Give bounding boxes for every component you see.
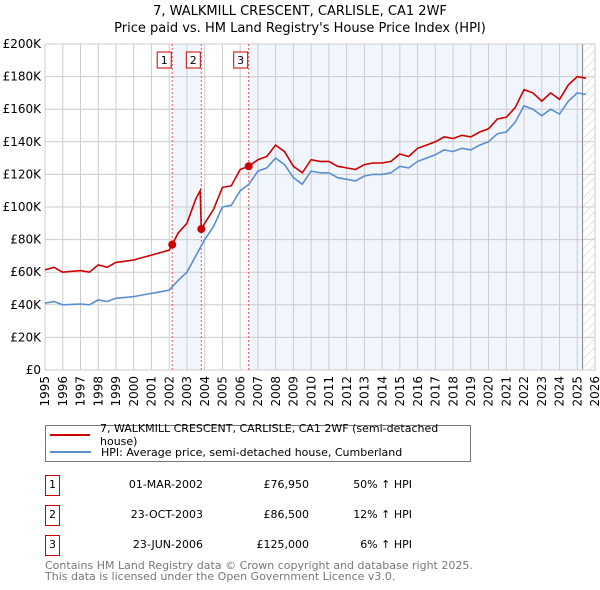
sale-label-box xyxy=(156,51,172,69)
x-tick-label: 2010 xyxy=(304,376,318,407)
x-tick-label: 2000 xyxy=(127,376,141,407)
sale-label: 1 xyxy=(161,54,168,67)
footer-licence: This data is licensed under the Open Gov… xyxy=(45,570,396,583)
sale-label-box xyxy=(233,51,249,69)
legend-item-property: 7, WALKMILL CRESCENT, CARLISLE, CA1 2WF … xyxy=(50,422,470,448)
legend: 7, WALKMILL CRESCENT, CARLISLE, CA1 2WF … xyxy=(45,422,471,462)
x-tick-label: 1998 xyxy=(91,376,105,407)
legend-label: HPI: Average price, semi-detached house,… xyxy=(101,445,403,459)
x-tick-label: 2017 xyxy=(429,376,443,407)
y-tick-label: £120K xyxy=(3,167,43,181)
x-tick-label: 2001 xyxy=(145,376,159,407)
sale-price: £125,000 xyxy=(256,538,310,551)
hpi-change: 6% ↑ HPI xyxy=(360,538,412,551)
x-tick-label: 2022 xyxy=(517,376,531,407)
x-tick-label: 2025 xyxy=(570,376,584,407)
x-tick-label: 2026 xyxy=(588,376,600,407)
y-tick-label: £160K xyxy=(3,102,43,116)
sale-point xyxy=(197,225,206,234)
sale-date: 23-JUN-2006 xyxy=(132,538,203,551)
sale-point xyxy=(168,240,177,249)
sale-price: £86,500 xyxy=(263,508,310,521)
hpi-line xyxy=(45,92,587,306)
legend-swatch xyxy=(50,434,90,436)
x-tick-label: 2023 xyxy=(535,376,549,407)
x-tick-label: 2020 xyxy=(482,376,496,407)
sale-label: 2 xyxy=(190,54,197,67)
x-tick-label: 1995 xyxy=(38,376,52,407)
x-tick-label: 2024 xyxy=(553,376,567,407)
x-tick-label: 2003 xyxy=(180,376,194,407)
y-tick-label: £100K xyxy=(3,200,43,214)
sale-label: 3 xyxy=(237,54,244,67)
x-tick-label: 2002 xyxy=(162,376,176,407)
legend-label: 7, WALKMILL CRESCENT, CARLISLE, CA1 2WF … xyxy=(100,422,439,448)
legend-item-hpi: HPI: Average price, semi-detached house,… xyxy=(50,444,402,460)
y-tick-label: £0 xyxy=(26,363,41,377)
x-tick-label: 2019 xyxy=(464,376,478,407)
sale-point xyxy=(244,162,253,171)
y-tick-label: £40K xyxy=(10,298,42,312)
x-tick-label: 1999 xyxy=(109,376,123,407)
y-tick-label: £140K xyxy=(3,135,43,149)
sale-marker-badge: 1 xyxy=(45,475,60,496)
price-chart: 1995 1996 1997 1998 1999 2000 2001 2002 2003 2004… xyxy=(3,37,600,407)
sale-date: 23-OCT-2003 xyxy=(130,508,203,521)
sale-label-box xyxy=(185,51,201,69)
x-tick-label: 2014 xyxy=(375,376,389,407)
y-tick-label: £200K xyxy=(3,37,43,51)
x-tick-label: 2016 xyxy=(411,376,425,407)
x-tick-label: 1996 xyxy=(56,376,70,407)
x-tick-label: 1997 xyxy=(74,376,88,407)
x-tick-label: 2021 xyxy=(499,376,513,407)
property-price-line xyxy=(45,75,587,274)
x-tick-label: 2006 xyxy=(233,376,247,407)
y-tick-label: £180K xyxy=(3,70,43,84)
hpi-change: 50% ↑ HPI xyxy=(353,478,412,491)
x-tick-label: 2011 xyxy=(322,376,336,407)
table-row: 3 23-JUN-2006 £125,000 6% ↑ HPI xyxy=(45,535,445,556)
sale-date: 01-MAR-2002 xyxy=(128,478,203,491)
sale-marker-badge: 2 xyxy=(45,505,60,526)
table-row: 1 01-MAR-2002 £76,950 50% ↑ HPI xyxy=(45,475,445,496)
x-tick-label: 2012 xyxy=(340,376,354,407)
legend-swatch xyxy=(50,451,91,453)
chart-title: 7, WALKMILL CRESCENT, CARLISLE, CA1 2WF xyxy=(153,4,447,19)
y-tick-label: £80K xyxy=(10,233,42,247)
x-tick-label: 2007 xyxy=(251,376,265,407)
x-tick-label: 2015 xyxy=(393,376,407,407)
sale-price: £76,950 xyxy=(263,478,310,491)
y-tick-label: £20K xyxy=(10,330,42,344)
plot-border xyxy=(44,43,596,371)
x-tick-label: 2008 xyxy=(269,376,283,407)
x-tick-label: 2018 xyxy=(446,376,460,407)
x-tick-label: 2013 xyxy=(358,376,372,407)
chart-subtitle: Price paid vs. HM Land Registry's House … xyxy=(114,21,486,36)
x-tick-label: 2004 xyxy=(198,376,212,407)
y-tick-label: £60K xyxy=(10,265,42,279)
x-tick-label: 2009 xyxy=(287,376,301,407)
table-row: 2 23-OCT-2003 £86,500 12% ↑ HPI xyxy=(45,505,445,526)
sale-marker-badge: 3 xyxy=(45,535,60,556)
hpi-change: 12% ↑ HPI xyxy=(353,508,412,521)
x-tick-label: 2005 xyxy=(216,376,230,407)
footer-copyright: Contains HM Land Registry data © Crown c… xyxy=(45,559,473,572)
